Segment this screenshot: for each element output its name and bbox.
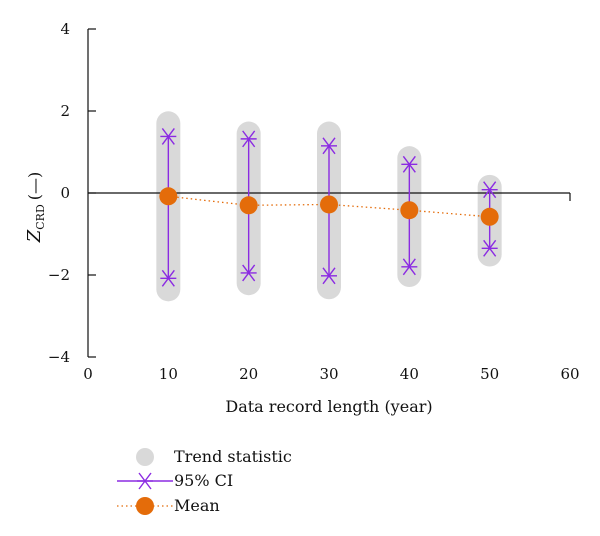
x-tick-label: 40 (400, 365, 419, 383)
ci-upper-marker-30 (321, 137, 337, 155)
ci-lower-marker-40 (401, 258, 418, 276)
ci-lower-marker-30 (321, 267, 337, 285)
x-axis-title: Data record length (year) (225, 397, 432, 416)
y-axis-title: ZCRD (—) (24, 172, 47, 244)
legend-swatch-trend-statistic (136, 448, 154, 466)
y-tick-label: 2 (60, 102, 70, 120)
mean-point-40 (400, 201, 419, 220)
legend-swatch-95-ci (137, 472, 153, 490)
plot-area (88, 111, 571, 302)
y-tick-label: −4 (48, 348, 70, 366)
x-tick-label: 50 (480, 365, 499, 383)
mean-point-30 (320, 195, 338, 214)
y-axis-title-main: Z (24, 229, 45, 243)
axes: 420−2−4 0 10 20 30 40 50 60 (48, 20, 580, 383)
y-axis-title-sub: CRD (34, 204, 47, 230)
y-tick-label: 0 (60, 184, 70, 202)
legend: Trend statistic 95% CI Mean (117, 447, 292, 515)
y-ticks: 4 2 0 −2 −4 (48, 20, 96, 366)
ci-upper-marker-10 (160, 127, 177, 145)
mean-point-10 (159, 187, 178, 206)
legend-label-trend-statistic: Trend statistic (174, 447, 292, 466)
x-ticks: 0 10 20 30 40 50 60 (83, 365, 579, 383)
y-tick-label: −2 (48, 266, 70, 284)
ci-upper-marker-50 (481, 181, 498, 199)
legend-entry-mean: Mean (117, 496, 220, 515)
mean-point-20 (239, 196, 258, 215)
ci-upper-marker-40 (401, 155, 418, 173)
x-tick-label: 0 (83, 365, 93, 383)
x-tick-label: 10 (159, 365, 178, 383)
legend-entry-trend-statistic: Trend statistic (136, 447, 292, 466)
ci-lower-marker-20 (240, 264, 257, 282)
mean-point-50 (480, 207, 499, 226)
x-tick-label: 20 (239, 365, 258, 383)
y-tick-label: 4 (60, 20, 70, 38)
x-tick-label: 60 (560, 365, 579, 383)
y-axis-title-unit: (—) (25, 172, 44, 200)
legend-entry-95-ci: 95% CI (117, 471, 233, 490)
legend-swatch-mean (136, 497, 154, 515)
x-tick-label: 30 (319, 365, 338, 383)
ci-upper-marker-20 (240, 130, 257, 148)
ci-lower-marker-50 (481, 239, 498, 257)
ci-lower-marker-10 (160, 269, 177, 287)
legend-label-mean: Mean (174, 496, 220, 515)
legend-label-95-ci: 95% CI (174, 471, 233, 490)
